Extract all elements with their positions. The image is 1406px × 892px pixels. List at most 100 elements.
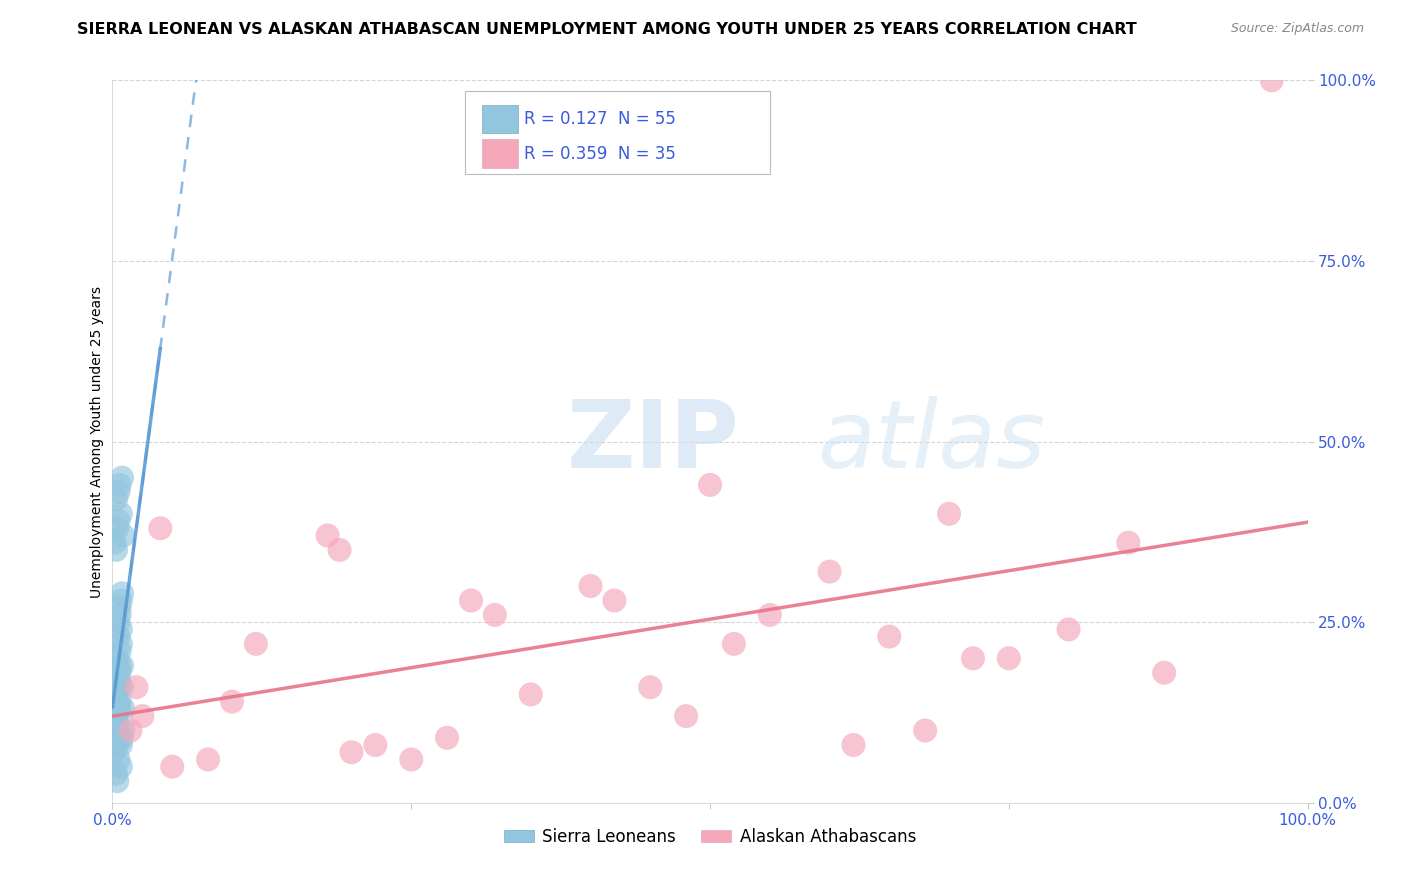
Point xyxy=(107,514,129,528)
Point xyxy=(105,521,128,535)
Point xyxy=(484,607,506,622)
Point xyxy=(105,767,128,781)
Legend: Sierra Leoneans, Alaskan Athabascans: Sierra Leoneans, Alaskan Athabascans xyxy=(498,821,922,852)
Point xyxy=(105,709,128,723)
Point xyxy=(105,687,128,701)
Point xyxy=(107,485,129,500)
Point xyxy=(436,731,458,745)
Point xyxy=(364,738,387,752)
Point xyxy=(401,752,423,766)
Point xyxy=(699,478,721,492)
Point xyxy=(111,680,134,694)
Point xyxy=(107,680,129,694)
Point xyxy=(108,665,131,680)
Point xyxy=(111,586,134,600)
Point xyxy=(107,630,129,644)
Point xyxy=(316,528,339,542)
Point xyxy=(675,709,697,723)
FancyBboxPatch shape xyxy=(482,104,517,134)
Point xyxy=(105,492,128,507)
Point xyxy=(110,593,132,607)
Point xyxy=(103,745,125,759)
Point xyxy=(103,687,125,701)
Point xyxy=(723,637,745,651)
Point xyxy=(105,695,128,709)
Point xyxy=(104,723,127,738)
Point xyxy=(818,565,841,579)
Point xyxy=(107,615,129,630)
Point xyxy=(105,738,128,752)
Text: Source: ZipAtlas.com: Source: ZipAtlas.com xyxy=(1230,22,1364,36)
FancyBboxPatch shape xyxy=(482,139,517,169)
Point xyxy=(108,478,131,492)
Point xyxy=(112,723,135,738)
Y-axis label: Unemployment Among Youth under 25 years: Unemployment Among Youth under 25 years xyxy=(90,285,104,598)
Point xyxy=(1057,623,1080,637)
Point xyxy=(108,600,131,615)
Point xyxy=(520,687,543,701)
Point xyxy=(938,507,960,521)
Point xyxy=(104,723,127,738)
Text: atlas: atlas xyxy=(818,396,1046,487)
Text: SIERRA LEONEAN VS ALASKAN ATHABASCAN UNEMPLOYMENT AMONG YOUTH UNDER 25 YEARS COR: SIERRA LEONEAN VS ALASKAN ATHABASCAN UNE… xyxy=(77,22,1137,37)
Point xyxy=(110,760,132,774)
Text: ZIP: ZIP xyxy=(567,395,740,488)
Point xyxy=(108,702,131,716)
Point xyxy=(340,745,363,759)
Point xyxy=(221,695,243,709)
Point xyxy=(131,709,153,723)
Point xyxy=(842,738,865,752)
Point xyxy=(103,731,125,745)
Point xyxy=(110,637,132,651)
Point xyxy=(603,593,626,607)
Point xyxy=(112,702,135,716)
Point xyxy=(110,507,132,521)
Point xyxy=(1118,535,1140,549)
Point xyxy=(329,542,352,557)
Point xyxy=(149,521,172,535)
Point xyxy=(104,716,127,731)
Point xyxy=(105,774,128,789)
Point xyxy=(105,673,128,687)
Point xyxy=(245,637,267,651)
Point xyxy=(640,680,662,694)
Point xyxy=(759,607,782,622)
Point xyxy=(107,752,129,766)
Point xyxy=(105,651,128,665)
Point xyxy=(460,593,482,607)
Point xyxy=(108,695,131,709)
Point xyxy=(1153,665,1175,680)
Point xyxy=(107,702,129,716)
Point xyxy=(105,716,128,731)
Point xyxy=(105,709,128,723)
Point xyxy=(112,528,135,542)
Point xyxy=(879,630,901,644)
Point xyxy=(108,607,131,622)
Point xyxy=(105,716,128,731)
Point xyxy=(108,644,131,658)
Point xyxy=(125,680,148,694)
Text: R = 0.127  N = 55: R = 0.127 N = 55 xyxy=(523,110,675,128)
Point xyxy=(998,651,1021,665)
Point xyxy=(107,731,129,745)
Point xyxy=(110,738,132,752)
Point xyxy=(120,723,142,738)
Point xyxy=(111,731,134,745)
Point xyxy=(579,579,602,593)
Point xyxy=(105,542,128,557)
Point xyxy=(104,535,127,549)
Text: R = 0.359  N = 35: R = 0.359 N = 35 xyxy=(523,145,675,163)
Point xyxy=(1261,73,1284,87)
Point xyxy=(111,658,134,673)
Point xyxy=(107,673,129,687)
Point xyxy=(962,651,984,665)
FancyBboxPatch shape xyxy=(465,91,770,174)
Point xyxy=(104,709,127,723)
Point xyxy=(111,470,134,484)
Point xyxy=(914,723,936,738)
Point xyxy=(108,658,131,673)
Point xyxy=(110,623,132,637)
Point xyxy=(104,665,127,680)
Point xyxy=(197,752,219,766)
Point xyxy=(162,760,183,774)
